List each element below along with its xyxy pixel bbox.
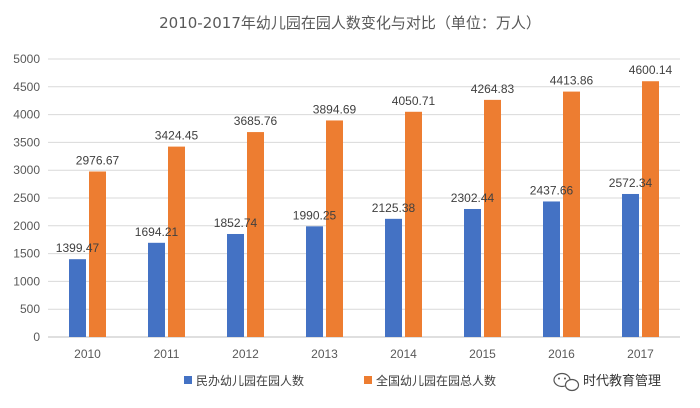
x-tick-label: 2011 — [154, 347, 180, 361]
data-label: 1852.74 — [214, 216, 258, 230]
data-label: 2976.67 — [76, 153, 120, 167]
x-tick-label: 2017 — [627, 347, 654, 361]
data-label: 1399.47 — [56, 241, 100, 255]
x-tick-label: 2016 — [548, 347, 575, 361]
x-tick-label: 2010 — [74, 347, 101, 361]
x-tick-label: 2013 — [311, 347, 338, 361]
y-tick-label: 2500 — [13, 191, 40, 205]
data-label: 4600.14 — [629, 63, 673, 77]
y-tick-label: 0 — [33, 330, 40, 344]
y-tick-label: 4500 — [13, 80, 40, 94]
watermark: 时代教育管理 — [553, 372, 661, 392]
legend-swatch — [364, 376, 372, 384]
legend-label: 民办幼儿园在园人数 — [196, 373, 304, 388]
y-tick-label: 5000 — [13, 52, 40, 66]
data-labels: 1399.47 2976.67 1694.21 3424.45 1852.74 3685.… — [56, 63, 673, 255]
data-label: 3894.69 — [313, 102, 357, 116]
y-tick-label: 3500 — [13, 135, 40, 149]
y-tick-label: 500 — [20, 302, 40, 316]
data-label: 4264.83 — [471, 82, 515, 96]
legend-label: 全国幼儿园在园总人数 — [376, 373, 496, 388]
bar-series-2 — [563, 91, 580, 337]
data-label: 2572.34 — [609, 176, 653, 190]
bar-series-2 — [89, 171, 106, 337]
x-axis-ticks: 2010 2011 2012 2013 2014 2015 2016 2017 — [74, 347, 654, 361]
legend-swatch — [184, 376, 192, 384]
bar-series-1 — [227, 233, 244, 337]
data-label: 3424.45 — [155, 129, 199, 143]
bar-series-2 — [247, 132, 264, 337]
data-label: 3685.76 — [234, 114, 278, 128]
y-tick-label: 3000 — [13, 163, 40, 177]
bar-series-1 — [622, 193, 639, 337]
y-tick-label: 2000 — [13, 219, 40, 233]
x-tick-label: 2014 — [390, 347, 417, 361]
data-label: 1990.25 — [293, 208, 337, 222]
legend: 民办幼儿园在园人数 全国幼儿园在园总人数 — [184, 373, 496, 388]
chart-title: 2010-2017年幼儿园在园人数变化与对比（单位：万人） — [159, 14, 541, 32]
bar-series-2 — [168, 146, 185, 337]
data-label: 4413.86 — [550, 74, 594, 88]
watermark-text: 时代教育管理 — [583, 373, 661, 389]
x-tick-label: 2015 — [469, 347, 496, 361]
y-tick-label: 1500 — [13, 247, 40, 261]
bar-series-1 — [543, 201, 560, 337]
bar-series-1 — [306, 226, 323, 337]
wechat-icon — [553, 372, 580, 392]
y-axis-ticks: 0 500 1000 1500 2000 2500 3000 3500 4000 4500 5000 — [13, 52, 40, 344]
bar-series-2 — [405, 111, 422, 338]
x-tick-label: 2012 — [232, 347, 259, 361]
data-label: 2302.44 — [451, 191, 495, 205]
gridlines — [48, 58, 680, 338]
data-label: 2437.66 — [530, 183, 574, 197]
bar-series-2 — [326, 120, 343, 338]
y-tick-label: 1000 — [13, 274, 40, 288]
bar-series-1 — [148, 242, 165, 337]
bar-series-1 — [385, 218, 402, 337]
y-tick-label: 4000 — [13, 108, 40, 122]
data-label: 2125.38 — [372, 201, 416, 215]
bar-series-1 — [464, 208, 481, 337]
bar-series-1 — [69, 259, 86, 337]
bar-series-2 — [484, 99, 501, 337]
data-label: 1694.21 — [135, 225, 179, 239]
bars — [69, 81, 659, 338]
data-label: 4050.71 — [392, 94, 436, 108]
bar-series-2 — [642, 81, 659, 338]
